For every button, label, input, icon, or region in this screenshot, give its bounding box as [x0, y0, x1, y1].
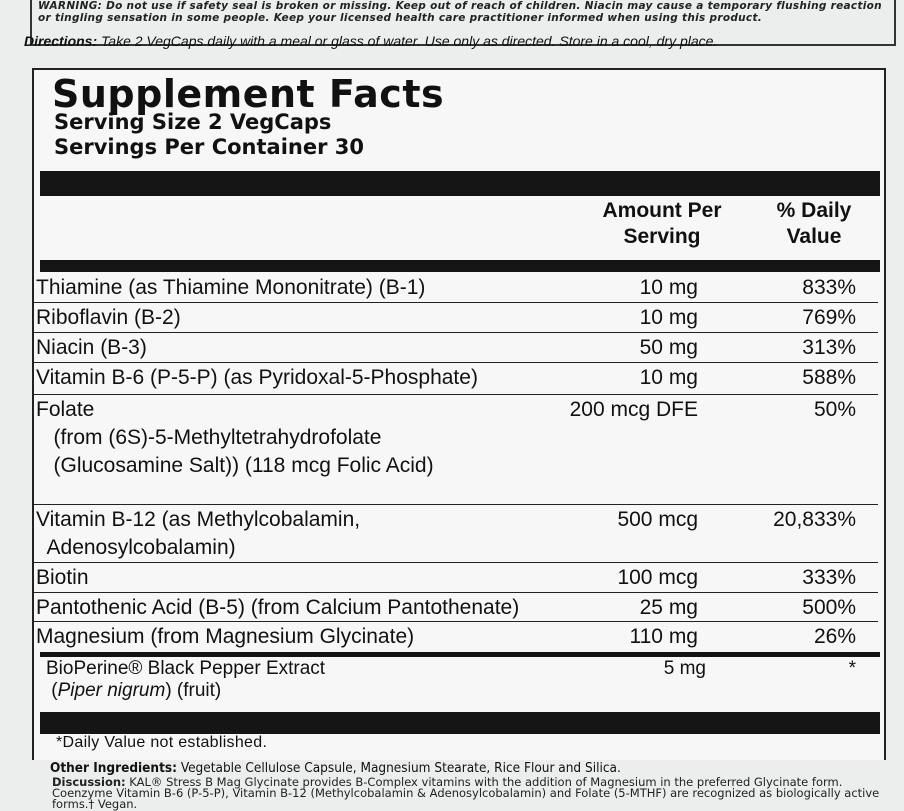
- ingredient-name: Vitamin B-12 (as Methylcobalamin, Adenos…: [36, 508, 361, 559]
- amount: 25 mg: [639, 596, 698, 619]
- ingredient-name: Riboflavin (B-2): [36, 306, 181, 329]
- other-ingredients-text: Vegetable Cellulose Capsule, Magnesium S…: [176, 760, 621, 776]
- footnote: *Daily Value not established.: [56, 734, 268, 751]
- table-row: Niacin (B-3) 50 mg 313%: [34, 334, 878, 363]
- facts-title: Supplement Facts: [52, 72, 445, 116]
- amount: 10 mg: [639, 366, 698, 389]
- directions: Directions: Take 2 VegCaps daily with a …: [24, 33, 884, 49]
- warning-text: WARNING: Do not use if safety seal is br…: [30, 0, 896, 46]
- ingredient-source: Piper nigrum: [57, 680, 166, 701]
- amount: 500 mcg: [617, 508, 698, 531]
- ingredient-name: Magnesium (from Magnesium Glycinate): [36, 625, 415, 648]
- daily-value: 50%: [813, 398, 856, 421]
- table-row: Riboflavin (B-2) 10 mg 769%: [34, 304, 878, 333]
- divider-bar: [40, 171, 880, 196]
- discussion-text: KAL® Stress B Mag Glycinate provides B-C…: [52, 775, 880, 811]
- table-row: Vitamin B-6 (P-5-P) (as Pyridoxal-5-Phos…: [34, 364, 878, 395]
- daily-value: 313%: [802, 336, 856, 359]
- table-row: BioPerine® Black Pepper Extract (Piper n…: [46, 658, 856, 701]
- ingredient-name: Pantothenic Acid (B-5) (from Calcium Pan…: [36, 596, 520, 619]
- serving-size: Serving Size 2 VegCaps: [54, 110, 332, 134]
- daily-value: 20,833%: [773, 508, 856, 531]
- ingredient-name: Niacin (B-3): [36, 336, 147, 359]
- daily-value: 26%: [813, 625, 856, 648]
- divider-bar: [40, 712, 880, 734]
- other-ingredients-label: Other Ingredients:: [50, 760, 177, 776]
- directions-text: Take 2 VegCaps daily with a meal or glas…: [97, 33, 718, 49]
- amount: 50 mg: [639, 336, 698, 359]
- ingredient-name: Vitamin B-6 (P-5-P) (as Pyridoxal-5-Phos…: [36, 366, 478, 389]
- amount-header: Amount Per Serving: [602, 199, 722, 248]
- table-row: Thiamine (as Thiamine Mononitrate) (B-1)…: [34, 274, 878, 303]
- ingredient-name: Folate (from (6S)-5-Methyltetrahydrofola…: [36, 398, 434, 477]
- amount: 10 mg: [639, 276, 698, 299]
- divider-bar: [40, 260, 880, 272]
- amount: 10 mg: [639, 306, 698, 329]
- ingredient-name: Biotin: [36, 566, 89, 589]
- table-row: Magnesium (from Magnesium Glycinate) 110 …: [34, 623, 878, 650]
- daily-value: 588%: [802, 366, 856, 389]
- table-row: Biotin 100 mcg 333%: [34, 564, 878, 593]
- ingredient-source-part: (fruit): [171, 680, 222, 701]
- amount: 110 mg: [629, 625, 699, 648]
- discussion-label: Discussion:: [52, 775, 126, 789]
- daily-value: 500%: [802, 596, 856, 619]
- amount: 5 mg: [663, 658, 706, 679]
- servings-per-container: Servings Per Container 30: [54, 135, 364, 159]
- daily-value: 333%: [802, 566, 856, 589]
- daily-value: 833%: [802, 276, 856, 299]
- divider-bar: [40, 652, 880, 657]
- directions-label: Directions:: [24, 33, 98, 49]
- daily-value: *: [848, 658, 856, 679]
- other-ingredients: Other Ingredients: Vegetable Cellulose C…: [50, 760, 621, 776]
- dv-header: % Daily Value: [776, 199, 852, 248]
- amount: 200 mcg DFE: [569, 398, 698, 421]
- discussion: Discussion: KAL® Stress B Mag Glycinate …: [52, 775, 898, 811]
- table-row: Pantothenic Acid (B-5) (from Calcium Pan…: [34, 594, 878, 622]
- amount: 100 mcg: [617, 566, 698, 589]
- table-row: Folate (from (6S)-5-Methyltetrahydrofola…: [34, 396, 878, 505]
- daily-value: 769%: [802, 306, 856, 329]
- ingredient-name: Thiamine (as Thiamine Mononitrate) (B-1): [36, 276, 426, 299]
- ingredient-name: BioPerine® Black Pepper Extract: [46, 658, 326, 679]
- table-row: Vitamin B-12 (as Methylcobalamin, Adenos…: [34, 506, 878, 563]
- supplement-facts-panel: Supplement Facts Serving Size 2 VegCaps …: [32, 68, 886, 760]
